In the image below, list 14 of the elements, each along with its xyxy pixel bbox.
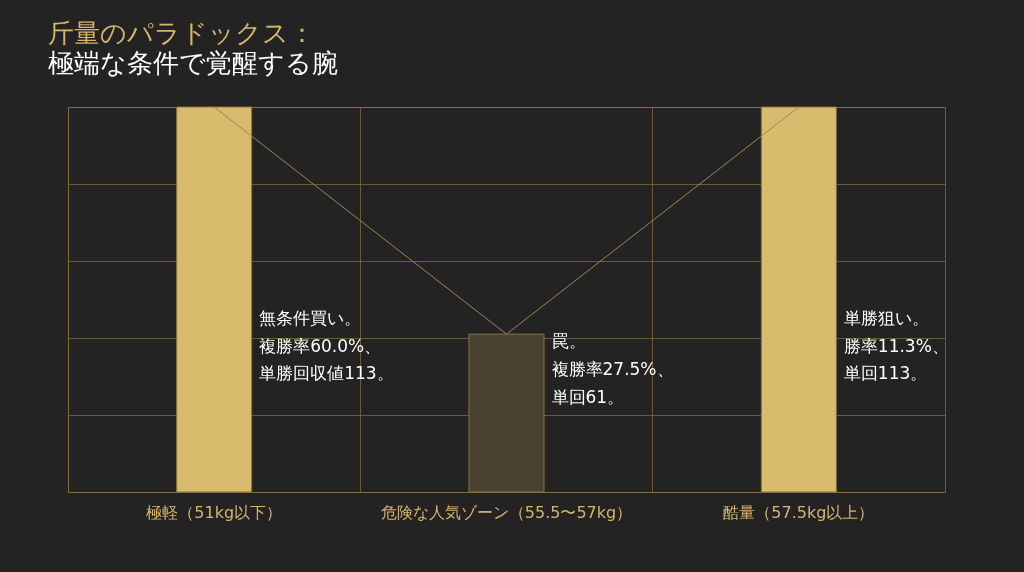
annotation: 罠。 (551, 331, 586, 352)
annotation: 勝率11.3%、 (843, 335, 949, 356)
x-tick-label: 危険な人気ゾーン（55.5〜57kg） (380, 502, 633, 522)
annotation: 単勝狙い。 (843, 308, 929, 329)
chart-subtitle: 極端な条件で覚醒する腕 (48, 47, 338, 78)
annotation: 単回113。 (843, 363, 928, 384)
x-tick-label: 酷量（57.5kg以上） (723, 502, 875, 522)
chart-title: 斤量のパラドックス： (48, 17, 315, 48)
annotation: 単回61。 (551, 386, 625, 407)
annotation: 無条件買い。 (259, 308, 362, 329)
annotation: 複勝率60.0%、 (259, 335, 382, 356)
annotation: 単勝回収値113。 (259, 363, 394, 384)
annotation: 複勝率27.5%、 (551, 358, 674, 379)
x-tick-label: 極軽（51kg以下） (146, 502, 283, 522)
